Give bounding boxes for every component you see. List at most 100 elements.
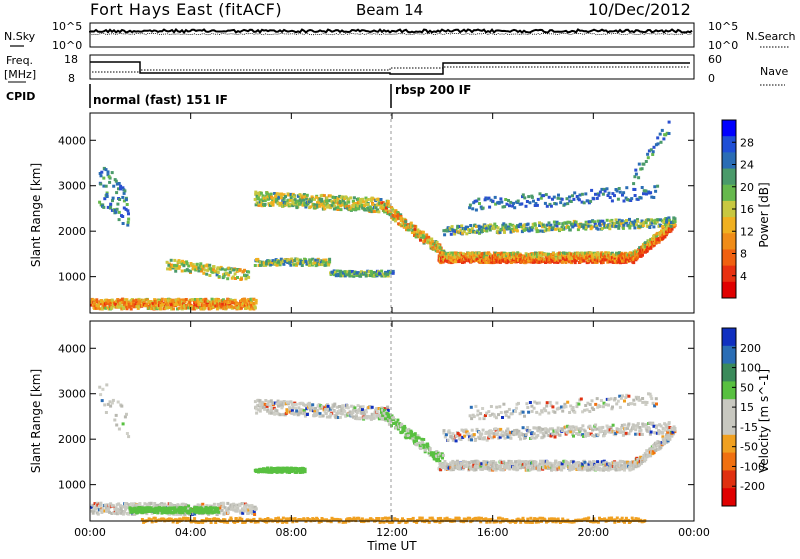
- echo-point: [569, 229, 572, 232]
- colorbar-swatch: [722, 233, 736, 250]
- echo-point: [633, 188, 636, 191]
- power-scatter: [90, 121, 676, 311]
- echo-point: [497, 226, 500, 229]
- colorbar-tick-label: 4: [740, 270, 747, 283]
- echo-point: [546, 205, 549, 208]
- echo-point: [191, 298, 194, 301]
- echo-point: [589, 200, 592, 203]
- echo-point: [260, 192, 263, 195]
- echo-point: [273, 413, 276, 416]
- echo-point: [109, 405, 112, 408]
- echo-point: [422, 231, 425, 234]
- echo-point: [471, 227, 474, 230]
- echo-point: [534, 222, 537, 225]
- echo-point: [367, 198, 370, 201]
- echo-point: [166, 267, 169, 270]
- echo-point: [108, 175, 111, 178]
- echo-point: [169, 268, 172, 271]
- echo-point: [205, 273, 208, 276]
- echo-point: [460, 224, 463, 227]
- echo-point: [414, 225, 417, 228]
- echo-point: [99, 183, 102, 186]
- echo-point: [202, 272, 205, 275]
- echo-point: [173, 264, 176, 267]
- echo-point: [295, 410, 298, 413]
- echo-point: [527, 195, 530, 198]
- noise-sky-label: N.Sky: [4, 30, 36, 43]
- echo-point: [221, 268, 224, 271]
- noise-left-tick-bottom: 10^0: [52, 39, 82, 52]
- echo-point: [654, 190, 657, 193]
- echo-point: [638, 163, 641, 166]
- echo-point: [659, 133, 662, 136]
- echo-point: [289, 199, 292, 202]
- nave-label: Nave: [760, 65, 788, 78]
- echo-point: [115, 424, 118, 427]
- echo-point: [622, 227, 625, 230]
- echo-point: [216, 507, 219, 510]
- echo-point: [469, 224, 472, 227]
- echo-point: [623, 200, 626, 203]
- echo-point: [376, 410, 379, 413]
- echo-point: [127, 435, 130, 438]
- echo-point: [232, 269, 235, 272]
- echo-point: [109, 203, 112, 206]
- echo-point: [101, 399, 104, 402]
- echo-point: [485, 230, 488, 233]
- echo-point: [392, 272, 395, 275]
- echo-point: [634, 194, 637, 197]
- echo-point: [240, 278, 243, 281]
- echo-point: [592, 197, 595, 200]
- echo-point: [343, 410, 346, 413]
- echo-point: [657, 142, 660, 145]
- echo-point: [647, 156, 650, 159]
- echo-point: [492, 200, 495, 203]
- echo-point: [523, 196, 526, 199]
- echo-point: [286, 411, 289, 414]
- echo-point: [622, 224, 625, 227]
- echo-point: [633, 226, 636, 229]
- echo-point: [123, 510, 126, 513]
- cpid-panel: CPID normal (fast) 151 IF rbsp 200 IF: [6, 83, 471, 108]
- echo-point: [197, 303, 200, 306]
- echo-point: [115, 414, 118, 417]
- echo-point: [640, 197, 643, 200]
- echo-point: [419, 447, 422, 450]
- echo-point: [98, 201, 101, 204]
- echo-point: [621, 219, 624, 222]
- echo-point: [107, 170, 110, 173]
- echo-point: [117, 401, 120, 404]
- echo-point: [235, 510, 238, 513]
- echo-point: [557, 197, 560, 200]
- echo-point: [118, 211, 121, 214]
- echo-point: [248, 504, 251, 507]
- echo-point: [668, 121, 671, 124]
- echo-point: [559, 201, 562, 204]
- echo-point: [510, 460, 513, 463]
- echo-point: [380, 198, 383, 201]
- echo-point: [477, 198, 480, 201]
- echo-point: [544, 202, 547, 205]
- noise-right-tick-bottom: 10^0: [708, 39, 738, 52]
- colorbar-swatch: [722, 249, 736, 266]
- echo-point: [661, 129, 664, 132]
- echo-point: [247, 276, 250, 279]
- echo-point: [637, 176, 640, 179]
- noise-panel: N.Sky 10^5 10^0 10^5 10^0 N.Search: [4, 20, 796, 52]
- echo-point: [170, 503, 173, 506]
- echo-point: [105, 383, 108, 386]
- echo-point: [542, 194, 545, 197]
- echo-point: [362, 405, 365, 408]
- y-tick-label: 1000: [58, 271, 86, 284]
- echo-point: [465, 232, 468, 235]
- echo-point: [555, 202, 558, 205]
- echo-point: [641, 186, 644, 189]
- echo-point: [336, 270, 339, 273]
- echo-point: [99, 504, 102, 507]
- echo-point: [642, 163, 645, 166]
- echo-point: [630, 197, 633, 200]
- echo-point: [259, 410, 262, 413]
